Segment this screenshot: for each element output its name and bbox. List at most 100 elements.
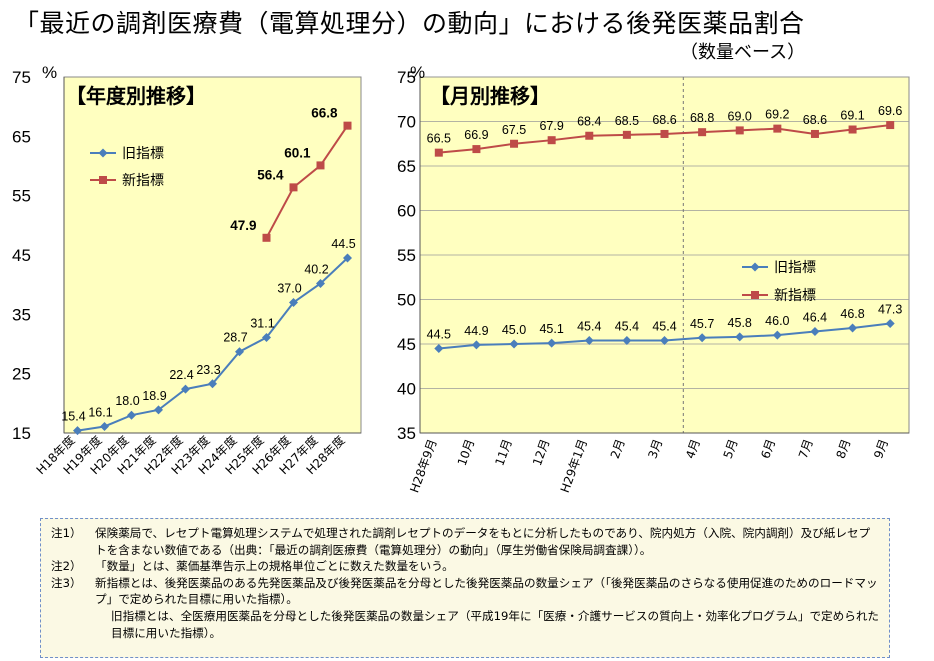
data-label: 18.9 <box>142 389 166 403</box>
data-point-old <box>316 278 325 288</box>
data-label: 47.3 <box>878 303 902 317</box>
legend-label: 旧指標 <box>774 260 816 276</box>
x-tick-label: 12月 <box>530 437 552 467</box>
y-tick-label: 55 <box>397 246 416 265</box>
y-tick-label: 40 <box>397 380 416 399</box>
data-point-new <box>848 125 857 134</box>
legend-label: 新指標 <box>122 173 164 189</box>
data-label: 68.8 <box>690 111 714 125</box>
data-point-new <box>773 124 782 133</box>
data-point-new <box>316 161 325 170</box>
data-label: 46.8 <box>840 307 864 321</box>
data-point-new <box>585 131 594 140</box>
x-tick-label: 3月 <box>645 437 665 460</box>
data-point-old <box>735 332 745 342</box>
data-point-old <box>73 426 82 436</box>
data-label: 68.6 <box>803 113 827 127</box>
data-point-old <box>547 338 557 348</box>
legend-marker-old <box>750 262 760 272</box>
data-label: 18.0 <box>115 394 139 408</box>
data-label: 15.4 <box>61 410 85 424</box>
data-label: 45.4 <box>652 319 676 333</box>
data-label: 69.2 <box>765 108 789 122</box>
data-label: 66.8 <box>311 106 338 121</box>
data-label: 46.0 <box>765 314 789 328</box>
data-label: 44.5 <box>331 237 355 251</box>
x-tick-label: 9月 <box>871 437 891 460</box>
data-point-old <box>127 410 136 420</box>
data-label: 68.6 <box>652 113 676 127</box>
x-tick-label: 8月 <box>834 437 854 460</box>
data-point-old <box>208 379 217 389</box>
data-label: 69.0 <box>728 109 752 123</box>
data-point-new <box>622 130 631 139</box>
data-label: 69.6 <box>878 104 902 118</box>
y-tick-label: 65 <box>397 157 416 176</box>
data-point-new <box>810 129 819 138</box>
data-point-new <box>472 145 481 154</box>
data-point-old <box>885 319 895 329</box>
data-label: 56.4 <box>257 167 284 182</box>
x-tick-label: 11月 <box>492 437 514 467</box>
data-point-new <box>660 129 669 138</box>
note-3-number: 注3） <box>51 575 82 590</box>
y-tick-label: 15 <box>12 424 31 443</box>
note-1-number: 注1） <box>51 526 82 540</box>
chart-title: 【月別推移】 <box>430 84 550 108</box>
x-tick-label: H29年1月 <box>558 437 590 494</box>
data-point-new <box>510 139 519 148</box>
data-label: 16.1 <box>88 405 112 419</box>
x-tick-label: 4月 <box>683 437 703 460</box>
x-tick-label: 7月 <box>796 437 816 460</box>
data-point-old <box>848 323 858 333</box>
legend-label: 旧指標 <box>122 146 164 162</box>
data-label: 45.0 <box>502 323 526 337</box>
y-tick-label: 50 <box>397 291 416 310</box>
y-unit-label: % <box>42 63 57 82</box>
x-tick-label: 10月 <box>455 437 477 467</box>
data-label: 60.1 <box>284 145 311 160</box>
y-tick-label: 25 <box>12 365 31 384</box>
note-2-number: 注2） <box>51 559 82 574</box>
data-label: 46.4 <box>803 311 827 325</box>
y-tick-label: 75 <box>12 68 31 87</box>
plot-area <box>63 76 362 434</box>
data-label: 37.0 <box>277 281 301 295</box>
data-label: 66.5 <box>427 132 451 146</box>
legend-marker-new <box>99 176 107 184</box>
data-label: 67.5 <box>502 123 526 137</box>
data-label: 31.1 <box>250 316 274 330</box>
data-point-old <box>434 343 444 353</box>
y-tick-label: 55 <box>12 187 31 206</box>
data-point-new <box>262 233 271 242</box>
data-point-old <box>262 332 271 342</box>
data-point-new <box>698 128 707 137</box>
note-3: 注3） 新指標とは、後発医薬品のある先発医薬品及び後発医薬品を分母とした後発医薬… <box>51 575 879 608</box>
y-tick-label: 45 <box>12 246 31 265</box>
data-point-new <box>343 121 352 130</box>
y-unit-label: % <box>410 63 425 82</box>
data-label: 45.8 <box>728 316 752 330</box>
y-tick-label: 35 <box>12 305 31 324</box>
data-label: 22.4 <box>169 368 193 382</box>
y-tick-label: 70 <box>397 113 416 132</box>
data-point-old <box>100 421 109 431</box>
data-point-old <box>154 405 163 415</box>
x-tick-label: 5月 <box>721 437 741 460</box>
x-tick-label: H28年9月 <box>407 437 439 494</box>
data-label: 68.5 <box>615 114 639 128</box>
data-point-old <box>471 340 481 350</box>
note-1-text: 保険薬局で、レセプト電算処理システムで処理された調剤レセプトのデータをもとに分析… <box>95 526 871 557</box>
data-label: 45.7 <box>690 317 714 331</box>
legend-marker-old <box>98 148 108 158</box>
data-label: 68.4 <box>577 115 601 129</box>
y-tick-label: 75 <box>397 68 416 87</box>
page-title: 「最近の調剤医療費（電算処理分）の動向」における後発医薬品割合 <box>14 9 805 38</box>
y-tick-label: 45 <box>397 335 416 354</box>
data-point-old <box>622 335 632 345</box>
data-point-old <box>181 384 190 394</box>
data-point-old <box>509 339 519 349</box>
chart-2: 35 40 45 50 55 60 65 70 75% 【月別推移】 H28年9月 10月 11月 12月… <box>397 63 910 495</box>
data-label: 66.9 <box>464 128 488 142</box>
